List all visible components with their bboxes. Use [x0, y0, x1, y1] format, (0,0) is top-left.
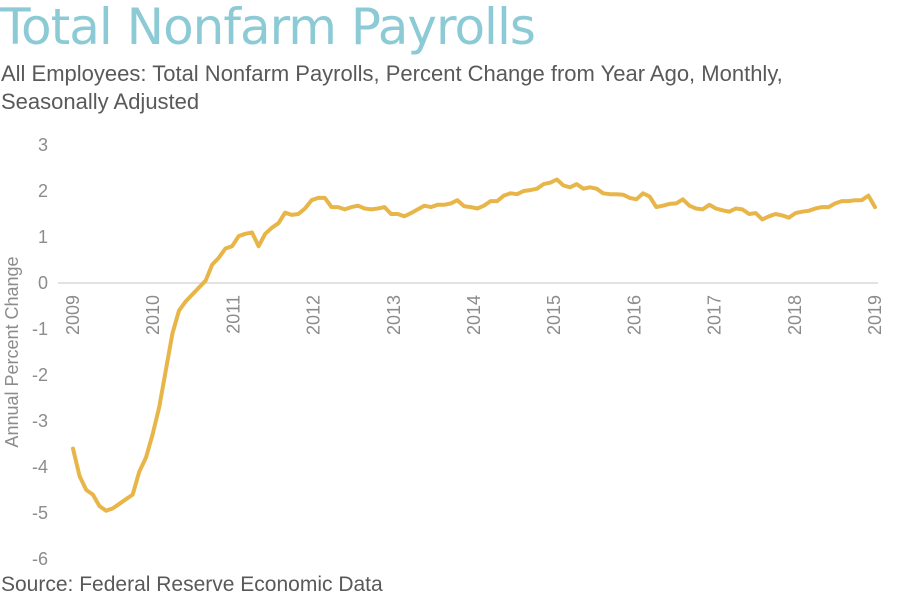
y-tick-label: -4	[32, 457, 48, 477]
y-axis-ticks: 3 2 1 0 -1 -2 -3 -4 -5 -6	[32, 135, 48, 569]
series-line	[71, 177, 877, 513]
x-tick-label: 2017	[705, 295, 725, 335]
x-tick-label: 2013	[384, 295, 404, 335]
y-tick-label: -1	[32, 319, 48, 339]
y-tick-label: -6	[32, 549, 48, 569]
y-tick-label: -3	[32, 411, 48, 431]
chart-subtitle: All Employees: Total Nonfarm Payrolls, P…	[1, 61, 783, 114]
y-tick-label: -5	[32, 503, 48, 523]
x-axis-ticks: 2009 2010 2011 2012 2013 2014 2015 2016 2017 2018…	[63, 295, 885, 335]
x-tick-label: 2011	[223, 295, 243, 334]
y-axis-label: Annual Percent Change	[2, 256, 22, 447]
x-tick-label: 2018	[785, 295, 805, 335]
x-tick-label: 2009	[63, 295, 83, 335]
x-tick-label: 2019	[865, 295, 885, 335]
x-tick-label: 2012	[304, 295, 324, 335]
x-tick-label: 2015	[544, 295, 564, 335]
y-tick-label: 2	[38, 181, 48, 201]
source-note: Source: Federal Reserve Economic Data	[1, 573, 383, 596]
y-tick-label: 3	[38, 135, 48, 155]
y-tick-label: -2	[32, 365, 48, 385]
y-tick-label: 1	[38, 227, 48, 247]
chart-title: Total Nonfarm Payrolls	[0, 0, 536, 56]
x-tick-label: 2014	[464, 295, 484, 335]
y-tick-label: 0	[38, 273, 48, 293]
x-tick-label: 2016	[624, 295, 644, 335]
x-tick-label: 2010	[143, 295, 163, 335]
